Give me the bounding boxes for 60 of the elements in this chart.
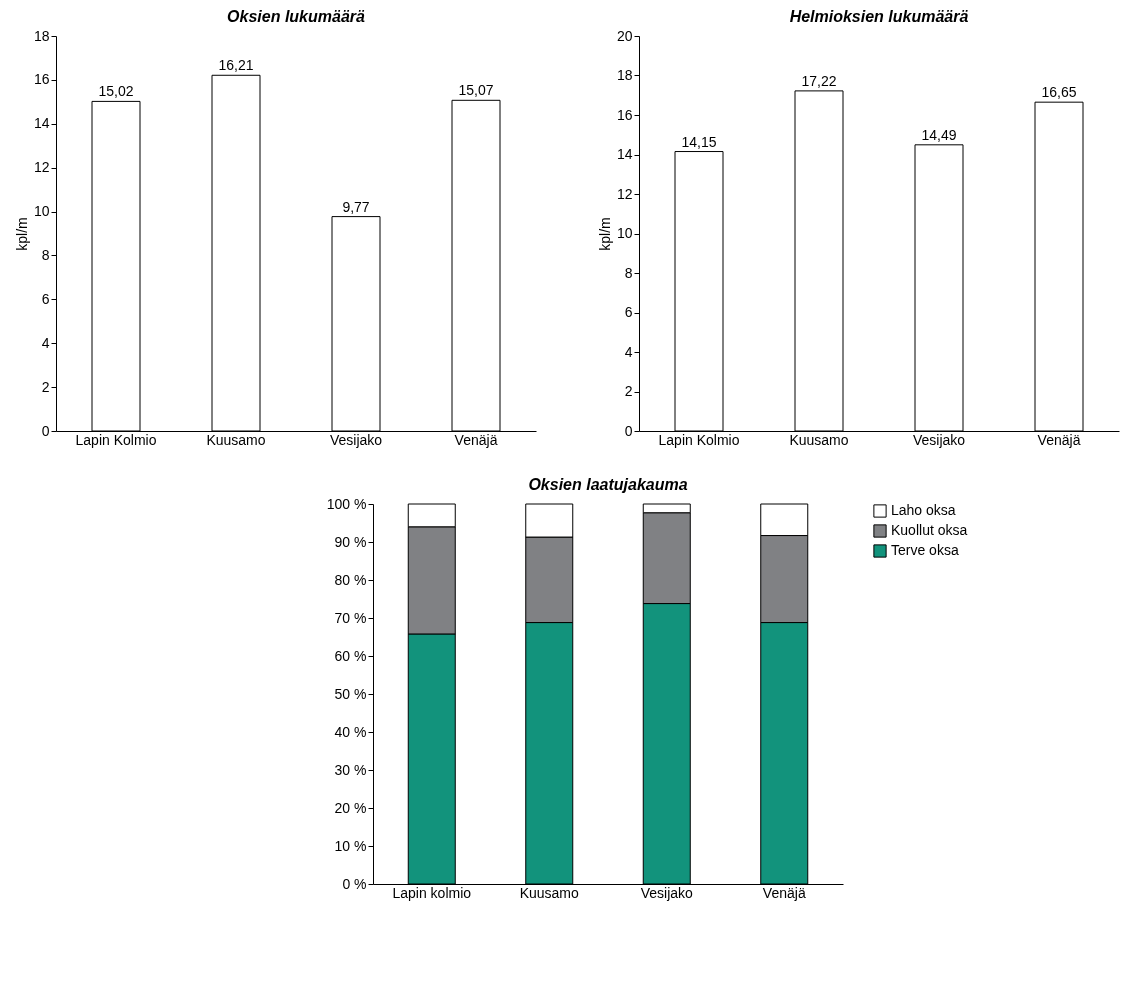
x-tick-label: Venäjä [454, 431, 498, 448]
y-tick-label: 10 [616, 225, 633, 241]
x-tick-label: Vesijako [640, 884, 694, 901]
y-tick-label: 18 [33, 27, 50, 44]
y-tick-label: 90 % [334, 533, 367, 550]
data-label: 14,15 [681, 133, 717, 150]
y-tick-label: 6 [624, 304, 633, 320]
x-tick-label: Vesijako [329, 431, 383, 448]
y-tick-label: 4 [41, 334, 50, 351]
y-tick-label: 4 [624, 343, 633, 360]
y-tick-label: 10 [33, 203, 50, 220]
chart-title: Oksien lukumäärä [227, 8, 366, 25]
x-tick-label: Kuusamo [789, 431, 849, 448]
y-tick-label: 50 % [334, 685, 367, 702]
y-tick-label: 20 [616, 27, 633, 44]
data-label: 15,07 [458, 82, 494, 99]
chart-title: Helmioksien lukumäärä [789, 8, 969, 25]
y-axis-title: kpl/m [13, 217, 30, 251]
y-tick-label: 80 % [334, 571, 367, 588]
data-label: 16,65 [1041, 84, 1077, 101]
y-tick-label: 8 [41, 246, 50, 263]
y-tick-label: 20 % [334, 799, 367, 816]
data-label: 14,49 [921, 126, 957, 143]
y-tick-label: 0 [41, 422, 50, 439]
data-label: 17,22 [801, 72, 837, 89]
x-tick-label: Lapin kolmio [392, 884, 472, 901]
legend-label: Kuollut oksa [891, 522, 968, 538]
y-axis-title: kpl/m [596, 217, 613, 251]
y-tick-label: 16 [33, 71, 50, 88]
y-tick-label: 8 [624, 264, 633, 281]
x-tick-label: Lapin Kolmio [658, 431, 740, 448]
y-tick-label: 6 [41, 290, 50, 307]
y-tick-label: 0 % [342, 875, 367, 892]
y-tick-label: 12 [616, 185, 633, 202]
x-tick-label: Vesijako [912, 431, 966, 448]
chart-title: Oksien laatujakauma [528, 476, 688, 493]
x-tick-label: Kuusamo [206, 431, 266, 448]
y-tick-label: 40 % [334, 723, 367, 740]
y-tick-label: 18 [616, 67, 633, 83]
y-tick-label: 70 % [334, 609, 367, 626]
data-label: 9,77 [342, 198, 370, 215]
legend-label: Laho oksa [891, 502, 956, 518]
y-tick-label: 2 [41, 378, 50, 395]
data-label: 16,21 [218, 57, 254, 74]
y-tick-label: 100 % [326, 495, 367, 512]
y-tick-label: 30 % [334, 761, 367, 778]
y-tick-label: 10 % [334, 837, 367, 854]
data-label: 15,02 [98, 83, 134, 100]
y-tick-label: 16 [616, 106, 633, 123]
x-tick-label: Venäjä [762, 884, 806, 901]
y-tick-label: 14 [616, 146, 633, 162]
y-tick-label: 12 [33, 159, 50, 176]
legend-label: Terve oksa [891, 542, 959, 558]
x-tick-label: Kuusamo [519, 884, 580, 901]
x-tick-label: Lapin Kolmio [75, 431, 157, 448]
y-tick-label: 2 [624, 383, 633, 399]
y-tick-label: 14 [33, 115, 50, 132]
y-tick-label: 0 [624, 422, 633, 439]
y-tick-label: 60 % [334, 647, 367, 664]
x-tick-label: Venäjä [1037, 431, 1081, 448]
